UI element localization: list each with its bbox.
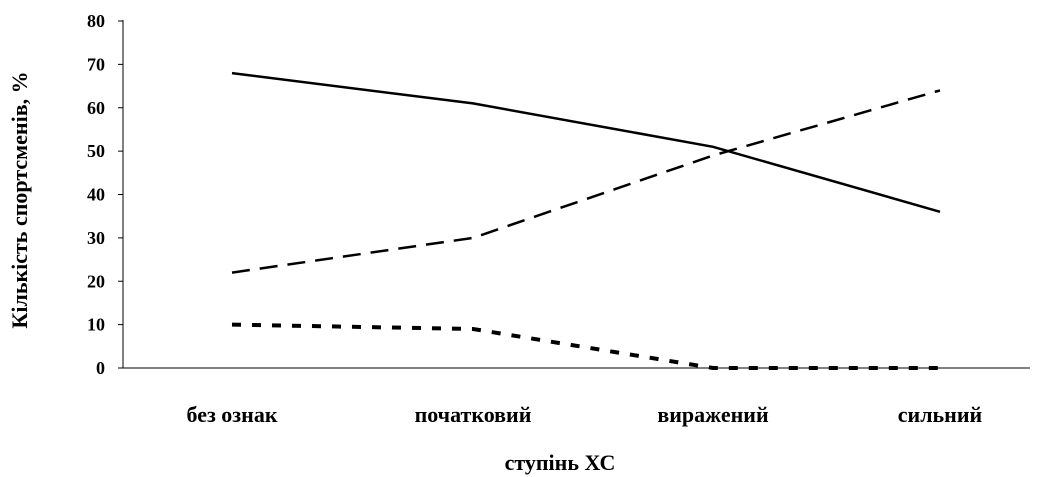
y-axis-title: Кількість спортсменів, % [7, 71, 32, 328]
y-tick-label: 50 [87, 141, 105, 161]
series-line-2 [231, 89, 941, 274]
x-tick-label: без ознак [186, 402, 277, 427]
x-axis-title: ступінь ХС [505, 450, 616, 475]
x-tick-label: початковий [415, 402, 532, 427]
series-line-3 [231, 322, 940, 370]
y-tick-label: 20 [87, 271, 105, 291]
y-tick-label: 0 [96, 358, 105, 378]
y-tick-label: 70 [87, 54, 105, 74]
y-tick-label: 30 [87, 228, 105, 248]
y-tick-label: 80 [87, 11, 105, 31]
series-line-1 [231, 71, 941, 214]
y-tick-label: 10 [87, 315, 105, 335]
x-tick-label: виражений [657, 402, 769, 427]
y-tick-label: 60 [87, 98, 105, 118]
x-tick-label: сильний [898, 402, 983, 427]
y-tick-label: 40 [87, 185, 105, 205]
